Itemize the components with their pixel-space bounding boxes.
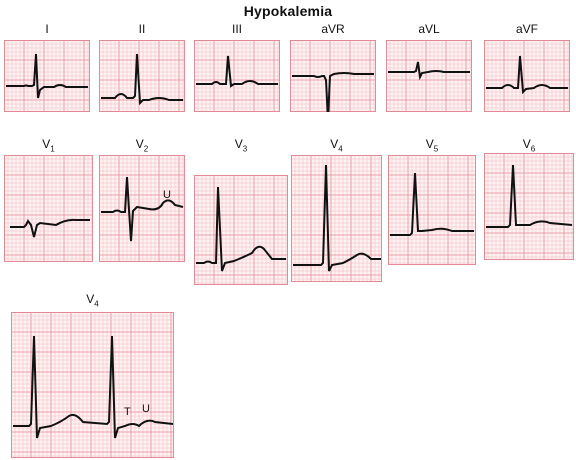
lead-label: V1 [4,137,93,156]
ecg-grid-panel [4,155,93,262]
lead-label-sub: 4 [338,144,343,154]
lead-V4-rhythm: V4 T U [11,292,174,458]
lead-V6: V6 [484,137,574,260]
ecg-grid-panel [194,175,288,285]
lead-label-base: V [330,137,339,151]
ecg-grid-panel [4,40,90,112]
lead-I: I [4,22,90,112]
u-wave-label: U [142,403,150,415]
ecg-trace [486,164,573,228]
lead-II: II [99,22,185,112]
lead-label: II [99,22,185,41]
lead-label: V3 [194,137,288,156]
lead-label: I [4,22,90,41]
lead-label: V5 [388,137,476,156]
lead-label: aVF [484,22,570,41]
t-wave-label: T [124,406,131,418]
ecg-grid-panel [386,40,472,112]
lead-V3: V3 [194,137,288,285]
ecg-grid-panel [484,153,574,260]
ecg-trace [10,218,90,238]
lead-label-sub: 2 [143,144,149,154]
lead-label-sub: 3 [242,144,248,154]
lead-aVL: aVL [386,22,472,112]
figure-title: Hypokalemia [243,3,333,19]
lead-label-base: V [42,137,51,151]
ecg-trace [486,55,568,95]
ecg-trace [13,335,174,439]
ecg-grid-panel [484,40,570,112]
lead-label-base: III [231,22,242,36]
ecg-grid-panel [11,312,174,458]
ecg-trace [388,61,470,81]
lead-label-base: V [86,292,95,306]
lead-V2: V2 U [99,137,185,262]
lead-label: V4 [11,292,174,311]
ecg-grid-panel [99,155,185,262]
ecg-grid-panel [388,155,476,265]
u-wave-label: U [163,189,171,201]
ecg-trace [390,172,474,236]
ecg-trace [292,72,374,112]
lead-label-base: aVR [321,22,345,36]
lead-label: V4 [291,137,382,156]
lead-label-sub: 6 [530,144,536,154]
lead-V5: V5 [388,137,476,265]
lead-label-base: aVL [418,22,440,36]
lead-label-sub: 5 [433,144,439,154]
lead-aVR: aVR [290,22,376,112]
ecg-grid-panel [290,40,376,112]
lead-label-base: V [522,137,531,151]
ecg-trace [6,53,88,99]
lead-label: V2 [99,137,185,156]
ecg-trace [293,164,381,272]
lead-label-sub: 1 [50,144,55,154]
lead-label: III [194,22,280,41]
lead-V1: V1 [4,137,93,262]
lead-label: aVR [290,22,376,41]
lead-label-base: I [45,22,49,36]
ecg-grid-panel [194,40,280,112]
ecg-trace [101,53,183,106]
lead-III: III [194,22,280,112]
lead-label-base: V [425,137,434,151]
lead-label-base: aVF [515,22,538,36]
ecg-trace [196,55,278,88]
lead-label-base: V [135,137,144,151]
lead-V4: V4 [291,137,382,282]
ecg-grid-panel [99,40,185,112]
lead-label: aVL [386,22,472,41]
lead-label-base: II [138,22,146,36]
lead-label-base: V [234,137,243,151]
ecg-grid-panel [291,155,382,282]
lead-label-sub: 4 [94,299,99,309]
lead-aVF: aVF [484,22,570,112]
ecg-trace [196,186,286,272]
ecg-trace [101,176,184,242]
lead-label: V6 [484,137,574,156]
